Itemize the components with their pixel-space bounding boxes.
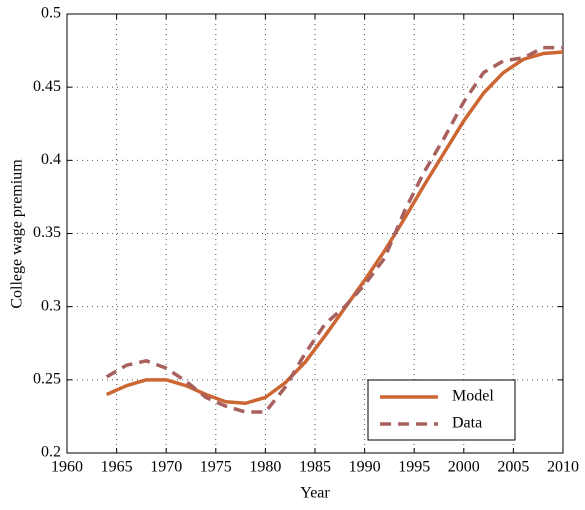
y-tick-label: 0.4 <box>41 151 61 168</box>
x-tick-label: 2005 <box>497 459 529 476</box>
legend-label: Data <box>452 415 482 432</box>
legend-label: Model <box>452 388 494 405</box>
y-tick-label: 0.35 <box>33 224 61 241</box>
y-axis-label: College wage premium <box>9 159 26 309</box>
x-tick-label: 2010 <box>547 459 579 476</box>
x-tick-label: 1970 <box>150 459 182 476</box>
y-tick-label: 0.2 <box>41 444 61 461</box>
y-tick-label: 0.5 <box>41 5 61 22</box>
series-line <box>105 45 563 414</box>
plot-frame <box>66 13 564 454</box>
x-tick-label: 1980 <box>249 459 281 476</box>
x-tick-label: 1965 <box>101 459 133 476</box>
x-tick-label: 1960 <box>51 459 83 476</box>
x-tick-label: 1975 <box>200 459 232 476</box>
x-axis-label: Year <box>300 485 330 502</box>
y-tick-label: 0.3 <box>41 297 61 314</box>
x-tick-label: 2000 <box>448 459 480 476</box>
y-tick-label: 0.45 <box>33 78 61 95</box>
series-line <box>105 50 564 405</box>
y-tick-label: 0.25 <box>33 371 61 388</box>
legend-box <box>367 379 516 441</box>
x-tick-label: 1985 <box>299 459 331 476</box>
x-tick-label: 1990 <box>349 459 381 476</box>
x-tick-label: 1995 <box>398 459 430 476</box>
